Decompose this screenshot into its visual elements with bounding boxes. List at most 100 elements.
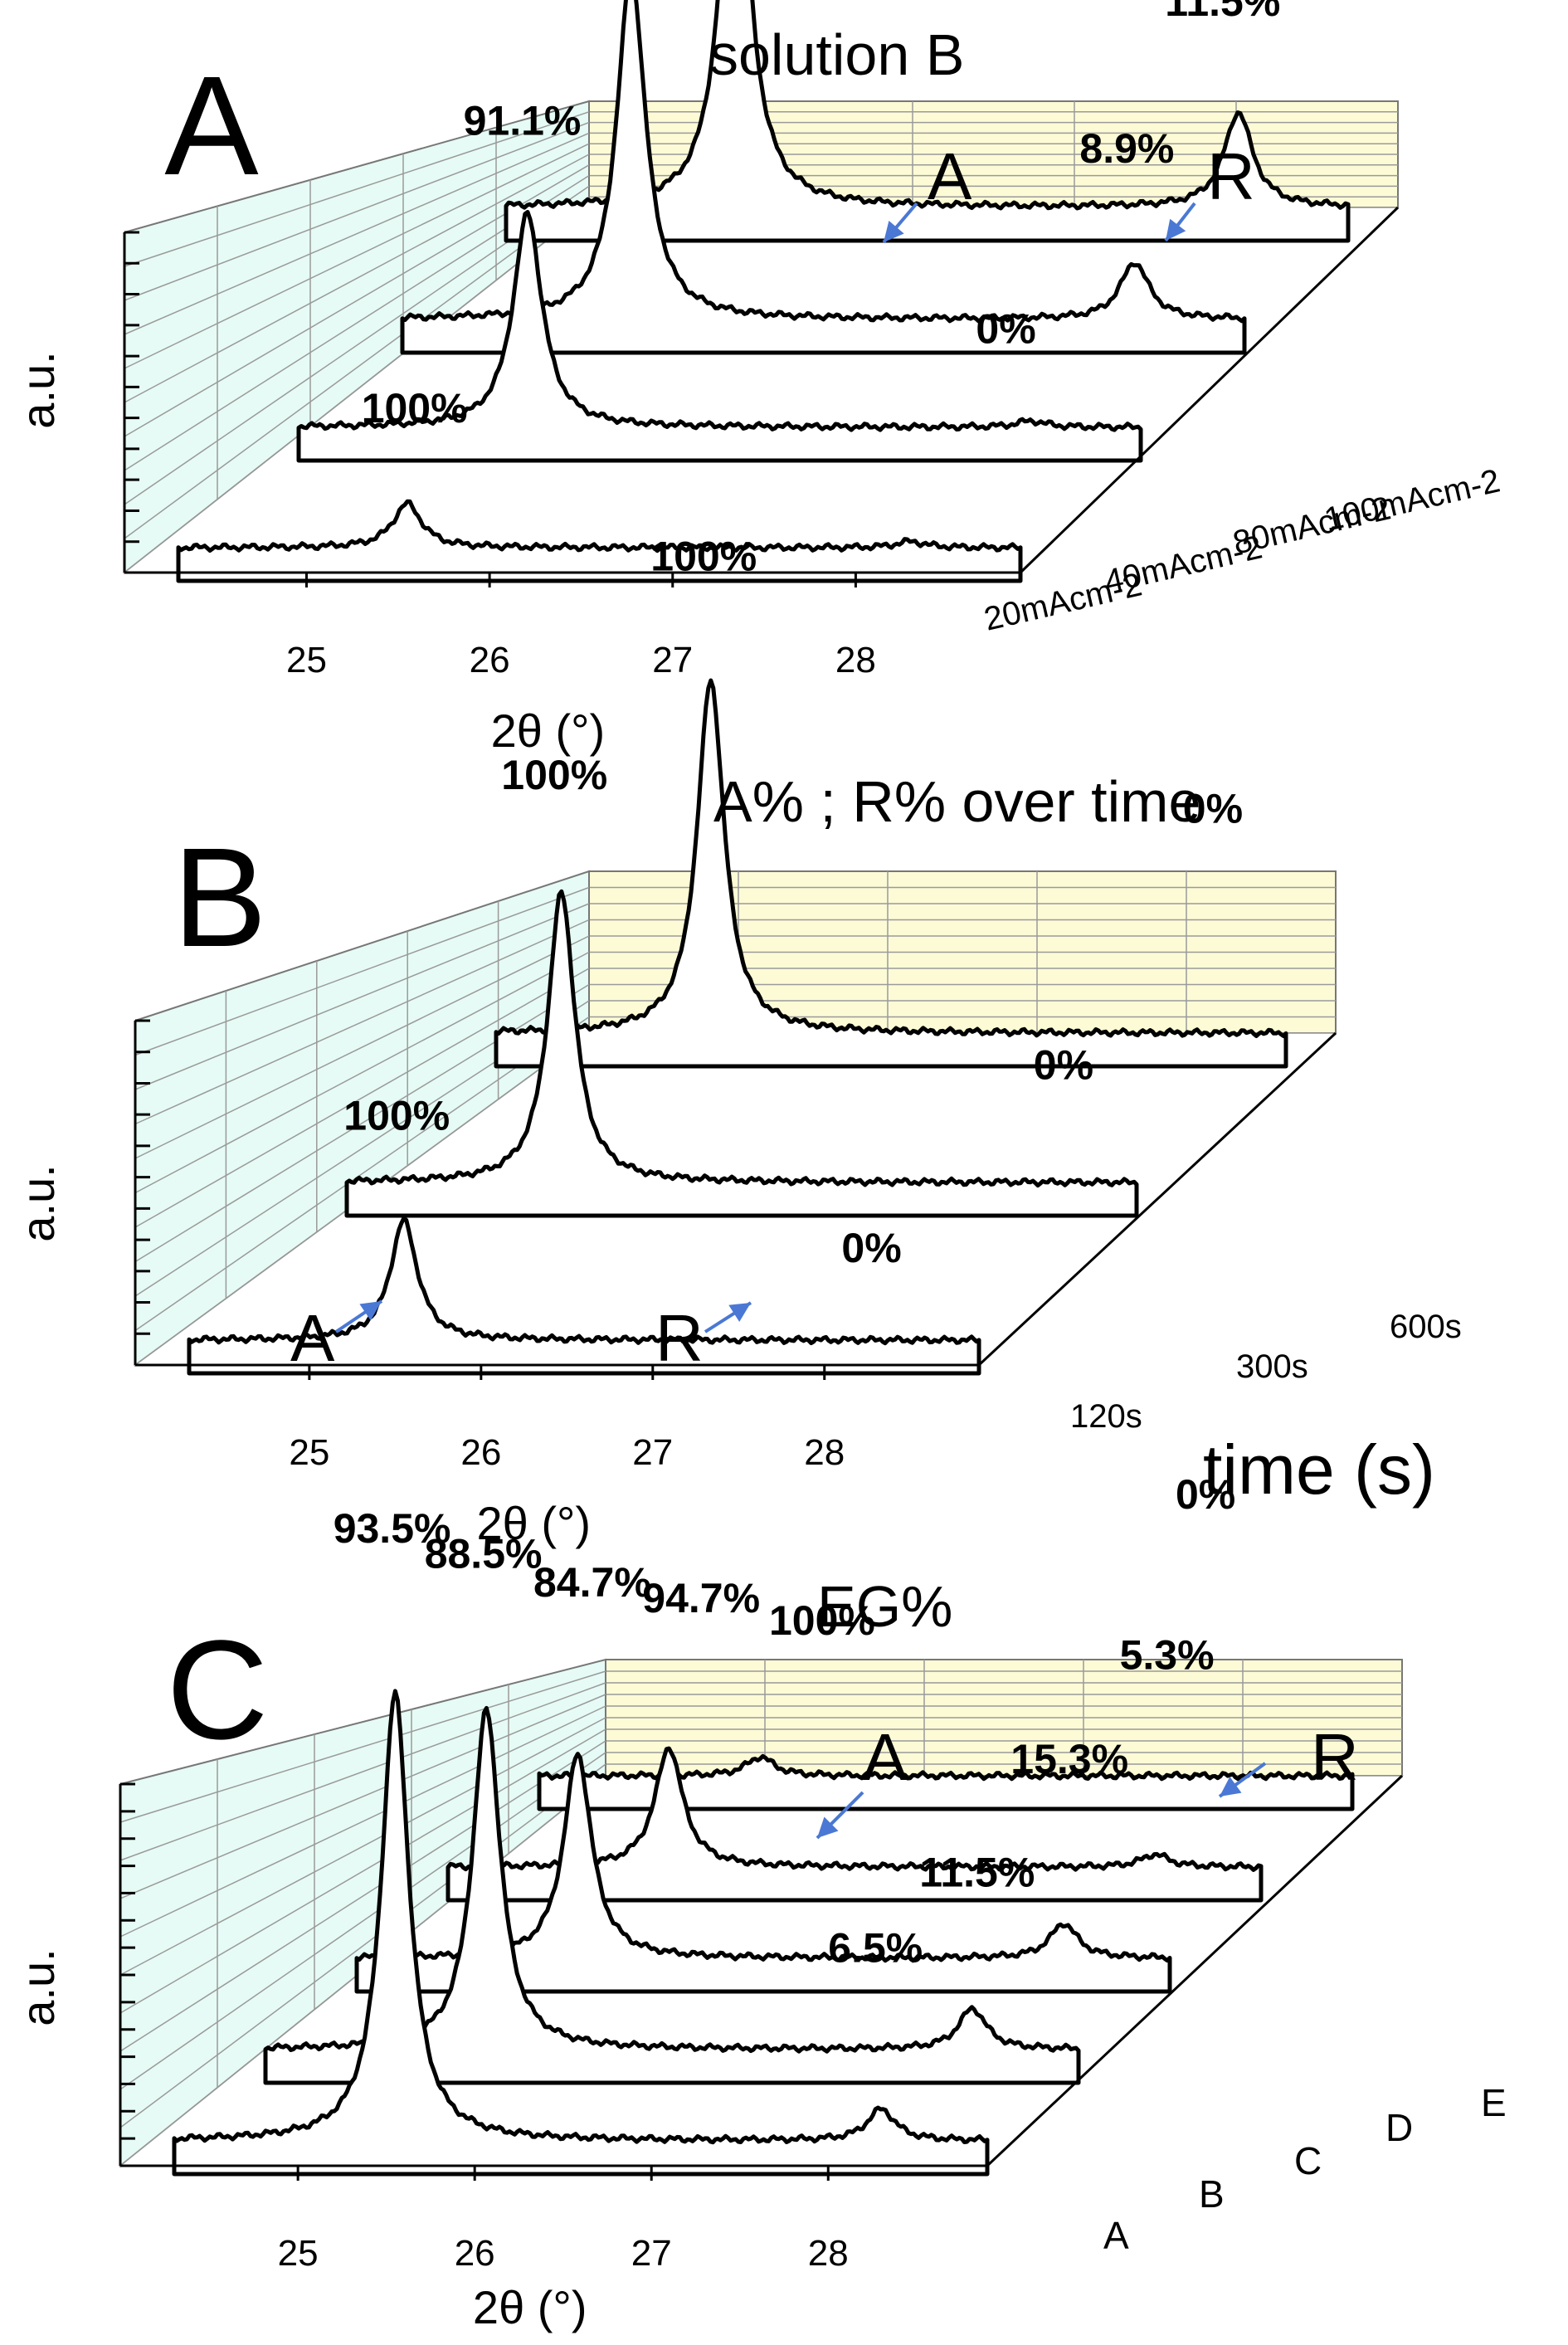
side-wall-gridline xyxy=(134,1016,590,1332)
x-axis-label: 2θ (°) xyxy=(473,2281,587,2333)
z-axis xyxy=(1019,206,1400,574)
x-tick-label: 25 xyxy=(278,2233,319,2274)
side-wall-gridline xyxy=(119,1740,606,2052)
side-wall-gridline xyxy=(134,968,590,1228)
panel-title: EG% xyxy=(817,1574,952,1639)
phase-label-a: A xyxy=(290,1301,335,1375)
panel-a-chart: 81.7%11.5%18.3%88.5%8.9%91.1%0%100%25262… xyxy=(12,0,1503,757)
panel-title: A% ; R% over time xyxy=(713,769,1200,834)
x-axis-label: 2θ (°) xyxy=(491,704,606,757)
phase-label-a: A xyxy=(928,139,972,213)
peak-percentage-label: 0% xyxy=(1176,1471,1235,1518)
phase-label-r: R xyxy=(1311,1720,1359,1794)
x-tick-label: 26 xyxy=(460,1432,501,1473)
peak-percentage-label: 100% xyxy=(343,1092,450,1138)
side-wall-gridline xyxy=(119,1682,606,1861)
peak-percentage-label: 0% xyxy=(1183,785,1243,831)
side-wall-gridline xyxy=(134,919,590,1125)
x-tick-label: 27 xyxy=(631,2233,672,2274)
series-curve-20macm-2 xyxy=(176,499,1023,583)
x-tick-label: 28 xyxy=(835,640,876,680)
panel-label: B xyxy=(173,819,266,977)
side-wall-gridline xyxy=(119,1694,606,1899)
phase-label-a: A xyxy=(863,1720,908,1794)
x-tick-label: 25 xyxy=(286,640,327,680)
side-wall-gridline xyxy=(119,1670,606,1823)
x-tick-label: 26 xyxy=(455,2233,495,2274)
side-wall-gridline xyxy=(119,1717,606,1976)
phase-arrowhead xyxy=(817,1816,839,1838)
series-curve-a xyxy=(172,1689,990,2177)
panel-b-chart: 100% 0% 100% 0% 100% 0% 25 26 27 28 120s 300s 600s ti… xyxy=(12,533,1462,1549)
z-category-label: C xyxy=(1294,2139,1322,2182)
z-category-label: 300s xyxy=(1236,1348,1308,1385)
peak-percentage-label: 11.5% xyxy=(1165,0,1280,25)
side-wall-gridline xyxy=(124,132,590,335)
peak-percentage-label: 100% xyxy=(650,533,757,579)
peak-percentage-label: 84.7% xyxy=(533,1559,651,1606)
panel-label: C xyxy=(167,1611,269,1769)
z-category-label: B xyxy=(1199,2172,1225,2216)
x-tick-label: 28 xyxy=(804,1432,845,1473)
side-wall-gridline xyxy=(119,1763,606,2128)
z-category-label: 100mAcm-2 xyxy=(1321,462,1503,538)
side-wall-gridline xyxy=(134,886,590,1056)
x-tick-label: 28 xyxy=(808,2233,849,2274)
peak-percentage-label: 100% xyxy=(501,752,607,798)
side-wall-gridline xyxy=(134,935,590,1159)
x-tick-label: 27 xyxy=(632,1432,673,1473)
phase-arrowhead xyxy=(1166,218,1186,241)
phase-arrowhead xyxy=(1220,1777,1242,1797)
side-wall-gridline xyxy=(119,1705,606,1938)
panel-title: solution B xyxy=(709,22,964,87)
y-axis-label: a.u. xyxy=(12,1164,64,1241)
z-category-label: 600s xyxy=(1390,1309,1462,1345)
side-wall-gridline xyxy=(124,111,590,267)
z-axis-title: time (s) xyxy=(1203,1431,1435,1509)
series-curve-300s xyxy=(344,889,1139,1218)
x-axis-label: 2θ (°) xyxy=(477,1497,592,1549)
side-wall-gridline xyxy=(134,951,590,1194)
peak-percentage-label: 15.3% xyxy=(1010,1736,1128,1782)
side-wall-gridline xyxy=(119,1752,606,2090)
phase-arrowhead xyxy=(884,220,904,242)
peak-percentage-label: 0% xyxy=(841,1225,901,1271)
side-wall-gridline xyxy=(119,1728,606,2014)
peak-percentage-label: 91.1% xyxy=(464,98,582,144)
peak-percentage-label: 11.5% xyxy=(919,1849,1035,1895)
x-tick-label: 25 xyxy=(289,1432,329,1473)
peak-percentage-label: 5.3% xyxy=(1120,1632,1215,1679)
side-wall-gridline xyxy=(124,154,590,403)
phase-arrowhead xyxy=(728,1303,751,1323)
panel-c-chart: 100% 0% 94.7% 5.3% 84.7% 15.3% 88.5% 11.5% 93.5%… xyxy=(12,1471,1507,2333)
side-wall-gridline xyxy=(124,121,590,301)
z-category-label: A xyxy=(1103,2214,1129,2257)
z-axis xyxy=(977,1031,1337,1367)
y-axis-label: a.u. xyxy=(12,351,64,428)
z-category-label: 120s xyxy=(1070,1398,1142,1435)
z-axis xyxy=(986,1774,1404,2167)
phase-label-r: R xyxy=(1207,139,1255,213)
x-tick-label: 27 xyxy=(652,640,693,680)
peak-percentage-label: 100% xyxy=(362,385,468,431)
z-category-label: D xyxy=(1385,2106,1413,2149)
series-curve-120s xyxy=(187,1216,981,1376)
peak-percentage-label: 8.9% xyxy=(1079,125,1174,172)
series-curve-600s xyxy=(494,678,1288,1069)
peak-percentage-label: 94.7% xyxy=(642,1575,760,1621)
phase-arrowhead xyxy=(359,1301,382,1321)
peak-percentage-label: 6.5% xyxy=(828,1924,923,1971)
panel-label: A xyxy=(164,47,259,205)
peak-percentage-label: 93.5% xyxy=(334,1505,451,1552)
z-category-label: E xyxy=(1481,2081,1507,2124)
series-curve-40macm-2 xyxy=(296,210,1143,463)
peak-percentage-label: 100% xyxy=(769,1597,875,1644)
side-wall-gridline xyxy=(124,196,590,539)
side-wall-gridline xyxy=(124,143,590,369)
peak-percentage-label: 0% xyxy=(976,305,1035,352)
y-axis-label: a.u. xyxy=(12,1948,64,2026)
peak-percentage-label: 88.5% xyxy=(425,1531,543,1577)
phase-label-r: R xyxy=(655,1301,704,1375)
side-wall-gridline xyxy=(134,903,590,1090)
